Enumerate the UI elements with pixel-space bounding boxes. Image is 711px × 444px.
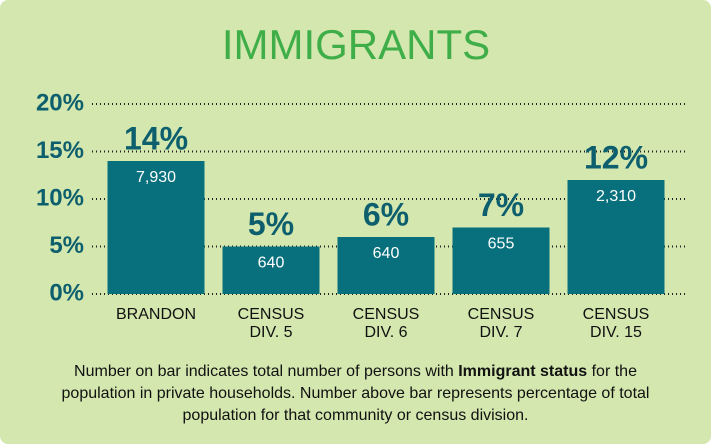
value-label: 6%	[363, 196, 409, 232]
footnote: Number on bar indicates total number of …	[40, 361, 671, 427]
y-tick-label: 5%	[49, 232, 84, 259]
footnote-text: Number on bar indicates total number of …	[74, 363, 459, 380]
bar	[567, 180, 665, 294]
footnote-text: for the population in private households…	[61, 363, 650, 424]
count-label: 2,310	[596, 188, 636, 205]
bar	[337, 237, 435, 294]
bar	[452, 227, 550, 294]
x-tick-label: CENSUS DIV. 6	[352, 306, 420, 341]
bar	[222, 246, 320, 294]
y-tick-label: 15%	[36, 137, 84, 164]
count-label: 655	[488, 236, 515, 253]
footnote-bold: Immigrant status	[458, 363, 588, 380]
x-tick-label: BRANDON	[115, 306, 196, 323]
count-label: 640	[373, 245, 400, 262]
y-tick-label: 10%	[36, 184, 84, 211]
x-tick-label: CENSUS DIV. 15	[582, 306, 650, 341]
value-label: 7%	[478, 187, 524, 223]
value-label: 14%	[124, 120, 188, 156]
value-label: 5%	[248, 206, 294, 242]
y-tick-label: 0%	[49, 279, 84, 306]
bar	[107, 161, 205, 294]
count-label: 7,930	[136, 169, 176, 186]
count-label: 640	[258, 255, 285, 272]
chart-title: IMMIGRANTS	[222, 21, 490, 68]
x-tick-label: CENSUS DIV. 7	[467, 306, 535, 341]
x-tick-label: CENSUS DIV. 5	[237, 306, 305, 341]
value-label: 12%	[584, 139, 648, 175]
y-tick-label: 20%	[36, 89, 84, 116]
